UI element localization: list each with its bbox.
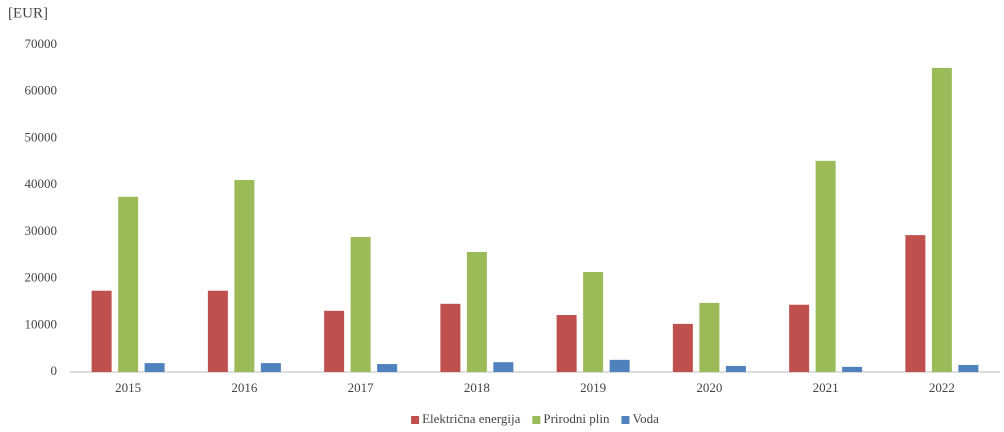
bar xyxy=(556,315,577,372)
legend-label: Električna energija xyxy=(422,411,521,426)
x-tick-label: 2018 xyxy=(464,380,490,395)
bar xyxy=(118,196,139,372)
x-tick-label: 2021 xyxy=(813,380,839,395)
y-tick-label: 70000 xyxy=(25,36,58,51)
bar xyxy=(324,310,345,372)
x-tick-label: 2016 xyxy=(231,380,258,395)
legend-swatch xyxy=(621,416,630,424)
legend-swatch xyxy=(411,416,420,424)
x-tick-label: 2020 xyxy=(696,380,722,395)
bar xyxy=(905,235,926,372)
x-tick-label: 2017 xyxy=(348,380,375,395)
bar xyxy=(260,363,281,372)
bar xyxy=(789,304,810,372)
bar xyxy=(493,362,514,372)
y-tick-label: 20000 xyxy=(25,270,58,285)
x-tick-label: 2019 xyxy=(580,380,606,395)
bar xyxy=(958,364,979,372)
bar xyxy=(377,364,398,372)
y-axis-label: [EUR] xyxy=(8,5,48,21)
bar xyxy=(466,251,487,372)
bar xyxy=(234,180,255,372)
legend-label: Prirodni plin xyxy=(543,411,610,426)
y-tick-label: 50000 xyxy=(25,129,58,144)
y-tick-label: 40000 xyxy=(25,176,58,191)
bar xyxy=(207,290,228,372)
bar xyxy=(699,302,720,372)
bar xyxy=(609,359,630,372)
bar xyxy=(583,272,604,372)
bar xyxy=(672,323,693,372)
bar xyxy=(144,363,165,372)
y-tick-label: 0 xyxy=(51,363,58,378)
bar xyxy=(842,366,863,372)
y-tick-label: 60000 xyxy=(25,83,58,98)
x-tick-label: 2015 xyxy=(115,380,141,395)
bar xyxy=(440,303,461,372)
legend-swatch xyxy=(532,416,541,424)
y-tick-label: 30000 xyxy=(25,223,58,238)
bar xyxy=(931,67,952,372)
bar xyxy=(350,236,371,372)
bar xyxy=(815,160,836,372)
y-tick-label: 10000 xyxy=(25,316,58,331)
x-tick-label: 2022 xyxy=(929,380,955,395)
bar xyxy=(91,290,112,372)
bar xyxy=(725,365,746,372)
legend-label: Voda xyxy=(632,411,659,426)
